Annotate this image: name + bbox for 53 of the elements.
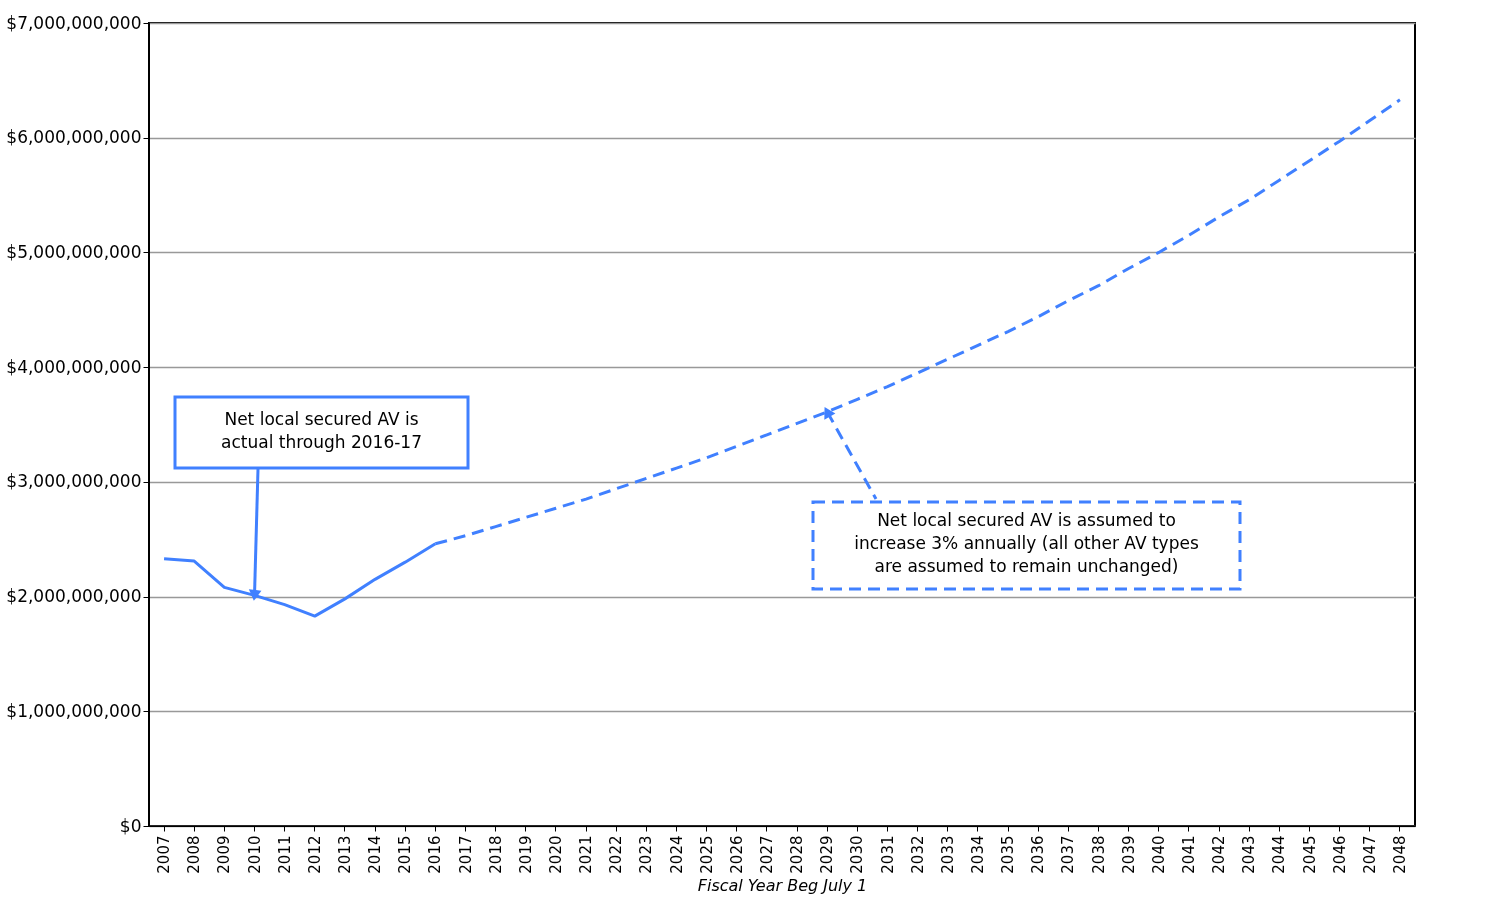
x-tick-label: 2047 [1360, 835, 1379, 874]
x-tick-label: 2036 [1029, 835, 1048, 874]
x-tick-label: 2014 [366, 835, 385, 874]
x-tick-label: 2034 [968, 835, 987, 874]
x-tick-label: 2026 [727, 835, 746, 874]
x-tick-label: 2017 [456, 835, 475, 874]
annotation: Net local secured AV is actual through 2016-17 [221, 408, 422, 452]
x-tick-label: 2019 [516, 835, 535, 874]
x-tick-label: 2024 [667, 835, 686, 874]
x-tick-label: 2012 [305, 835, 324, 874]
y-tick-label: $7,000,000,000 [6, 12, 142, 33]
x-axis-title: Fiscal Year Beg July 1 [697, 875, 868, 895]
y-tick-label: $1,000,000,000 [6, 700, 142, 721]
x-tick-label: 2011 [275, 835, 294, 874]
y-tick-label: $2,000,000,000 [6, 586, 142, 607]
x-tick-label: 2015 [396, 835, 415, 874]
x-tick-label: 2040 [1149, 835, 1168, 874]
x-tick-label: 2041 [1179, 835, 1198, 874]
x-tick-label: 2016 [426, 835, 445, 874]
x-tick-label: 2035 [999, 835, 1018, 874]
x-tick-label: 2039 [1119, 835, 1138, 874]
annotation: Net local secured AV is assumed to increase 3% annually (all other AV types are assumed to remain unchanged) [854, 510, 1199, 576]
x-tick-label: 2046 [1330, 835, 1349, 874]
x-tick-label: 2048 [1390, 835, 1409, 874]
x-tick-label: 2022 [607, 835, 626, 874]
x-tick-label: 2009 [215, 835, 234, 874]
x-tick-label: 2020 [546, 835, 565, 874]
x-tick-label: 2027 [757, 835, 776, 874]
x-tick-label: 2033 [938, 835, 957, 874]
x-tick-label: 2030 [848, 835, 867, 874]
x-tick-label: 2029 [818, 835, 837, 874]
y-tick-label: $4,000,000,000 [6, 356, 142, 377]
x-tick-label: 2045 [1300, 835, 1319, 874]
x-tick-label: 2010 [245, 835, 264, 874]
x-tick-label: 2042 [1210, 835, 1229, 874]
y-tick-label: $0 [119, 815, 142, 836]
y-tick-label: $5,000,000,000 [6, 241, 142, 262]
y-tick-label: $6,000,000,000 [6, 127, 142, 148]
x-tick-label: 2013 [335, 835, 354, 874]
x-tick-label: 2038 [1089, 835, 1108, 874]
x-tick-label: 2037 [1059, 835, 1078, 874]
x-tick-label: 2031 [878, 835, 897, 874]
x-tick-label: 2028 [788, 835, 807, 874]
x-tick-label: 2008 [185, 835, 204, 874]
x-tick-label: 2007 [155, 835, 174, 874]
x-tick-label: 2023 [637, 835, 656, 874]
x-tick-label: 2032 [908, 835, 927, 874]
x-tick-label: 2025 [697, 835, 716, 874]
x-tick-label: 2044 [1270, 835, 1289, 874]
y-tick-label: $3,000,000,000 [6, 471, 142, 492]
x-tick-label: 2018 [486, 835, 505, 874]
x-tick-label: 2043 [1240, 835, 1259, 874]
x-tick-label: 2021 [577, 835, 596, 874]
